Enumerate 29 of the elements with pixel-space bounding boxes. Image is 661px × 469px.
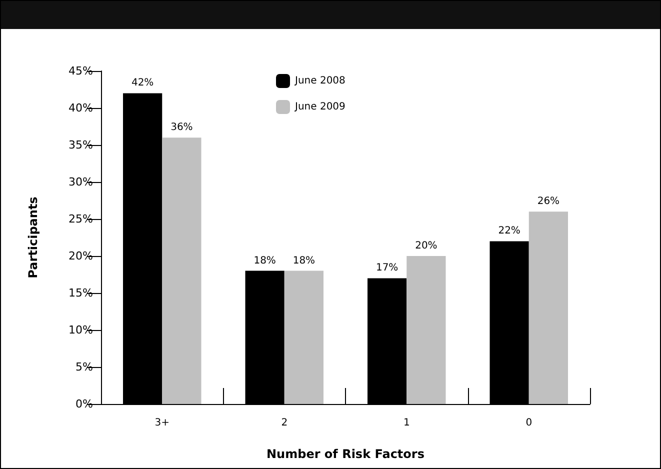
y-tick-label: 20% (68, 250, 93, 262)
y-tick-label: 10% (68, 324, 93, 336)
bar (284, 270, 324, 404)
y-tick-label: 35% (68, 138, 93, 152)
data-label: 22% (498, 226, 520, 237)
data-label: 42% (131, 78, 154, 89)
data-label: 17% (376, 262, 398, 274)
y-tick-label: 15% (68, 286, 93, 300)
x-tick-label: 1 (403, 418, 410, 428)
x-axis-title: Number of Risk Factors (266, 447, 424, 461)
data-label: 36% (170, 122, 193, 134)
x-tick-label: 0 (526, 418, 532, 428)
data-label: 18% (254, 255, 276, 266)
bar (528, 212, 568, 404)
x-tick-label: 3+ (154, 418, 170, 428)
y-tick-label: 45% (68, 64, 93, 78)
data-label: 26% (537, 196, 560, 208)
data-label: 20% (415, 240, 438, 252)
data-label: 18% (292, 255, 316, 266)
y-tick-label: 30% (68, 176, 93, 188)
bar (406, 256, 446, 404)
y-tick-label: 0% (76, 398, 93, 410)
legend-label: June 2008 (294, 76, 346, 86)
x-tick-label: 2 (281, 418, 288, 428)
y-axis-title: Participants (26, 196, 40, 278)
bar (162, 138, 202, 404)
y-tick-label: 40% (68, 102, 93, 114)
legend-label: June 2009 (294, 102, 346, 112)
y-tick-label: 25% (68, 212, 93, 226)
